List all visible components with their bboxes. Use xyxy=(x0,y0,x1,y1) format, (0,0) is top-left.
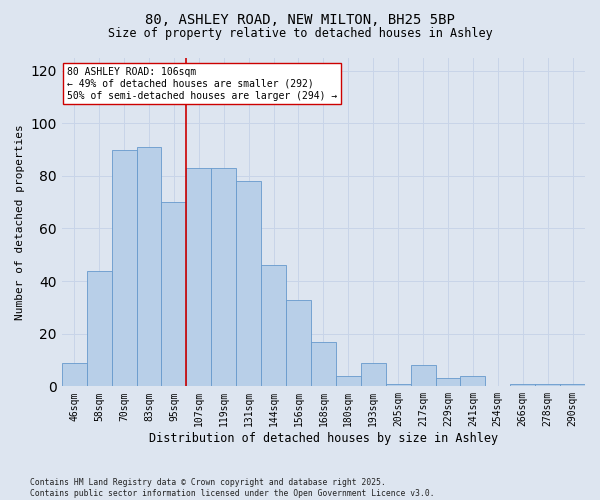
Bar xyxy=(137,147,161,386)
Y-axis label: Number of detached properties: Number of detached properties xyxy=(15,124,25,320)
Text: Contains HM Land Registry data © Crown copyright and database right 2025.
Contai: Contains HM Land Registry data © Crown c… xyxy=(30,478,434,498)
X-axis label: Distribution of detached houses by size in Ashley: Distribution of detached houses by size … xyxy=(149,432,498,445)
Bar xyxy=(361,362,386,386)
Bar xyxy=(460,376,485,386)
Text: 80, ASHLEY ROAD, NEW MILTON, BH25 5BP: 80, ASHLEY ROAD, NEW MILTON, BH25 5BP xyxy=(145,12,455,26)
Bar xyxy=(161,202,187,386)
Bar xyxy=(286,300,311,386)
Bar xyxy=(386,384,410,386)
Bar xyxy=(535,384,560,386)
Bar xyxy=(560,384,585,386)
Bar xyxy=(261,266,286,386)
Bar xyxy=(311,342,336,386)
Bar xyxy=(112,150,137,386)
Text: 80 ASHLEY ROAD: 106sqm
← 49% of detached houses are smaller (292)
50% of semi-de: 80 ASHLEY ROAD: 106sqm ← 49% of detached… xyxy=(67,68,337,100)
Bar xyxy=(236,181,261,386)
Bar xyxy=(510,384,535,386)
Bar xyxy=(87,270,112,386)
Bar xyxy=(436,378,460,386)
Bar xyxy=(187,168,211,386)
Bar xyxy=(211,168,236,386)
Bar xyxy=(336,376,361,386)
Bar xyxy=(62,362,87,386)
Bar xyxy=(410,366,436,386)
Text: Size of property relative to detached houses in Ashley: Size of property relative to detached ho… xyxy=(107,28,493,40)
